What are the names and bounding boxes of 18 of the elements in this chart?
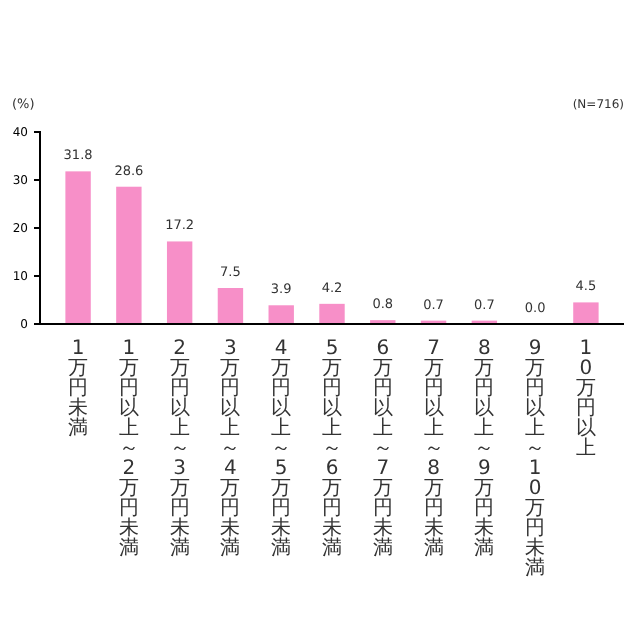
bar bbox=[65, 171, 91, 324]
x-tick-label: 1万円未満 bbox=[68, 338, 89, 440]
category-label: 5万円以上～6万円未満 bbox=[322, 338, 342, 560]
bar bbox=[268, 305, 294, 324]
x-tick-label: 10万円以上 bbox=[575, 338, 596, 460]
category-label: 6万円以上～7万円未満 bbox=[372, 338, 393, 560]
bar bbox=[319, 303, 345, 324]
bar bbox=[217, 288, 244, 324]
bar bbox=[116, 186, 142, 324]
category-label: 9万円以上～10万円未満 bbox=[525, 338, 546, 580]
category-label: 3万円以上～4万円未満 bbox=[220, 338, 241, 560]
category-label: 1万円以上～2万円未満 bbox=[118, 338, 139, 560]
category-label: 2万円以上～3万円未満 bbox=[169, 338, 190, 560]
category-label: 7万円以上～8万円未満 bbox=[423, 338, 444, 560]
bar bbox=[166, 241, 193, 324]
bar bbox=[573, 302, 599, 324]
category-label: 8万円以上～9万円未満 bbox=[474, 338, 495, 560]
category-label: 4万円以上～5万円未満 bbox=[271, 338, 292, 560]
